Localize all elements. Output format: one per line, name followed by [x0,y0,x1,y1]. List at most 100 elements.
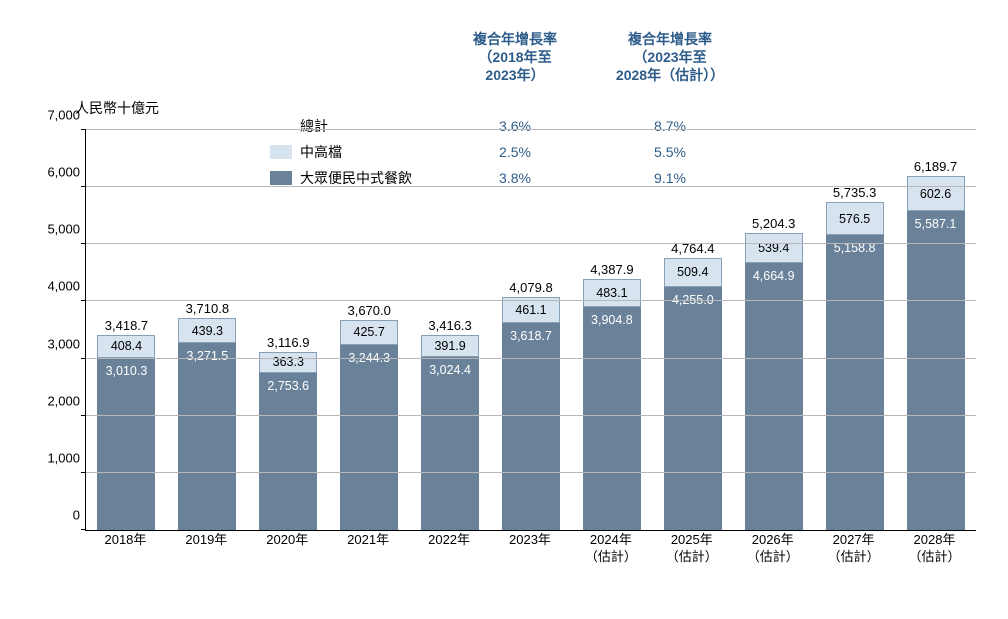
y-tick-label: 2,000 [47,393,80,408]
cagr2-line2: （2023年至 [585,48,755,66]
gridline [86,358,976,359]
x-tick-label: 2021年 [339,532,397,566]
cagr1-line1: 複合年增長率 [445,30,585,48]
bar: 4,764.4509.44,255.0 [664,258,722,530]
x-label-line1: 2022年 [420,532,478,549]
cagr-header-2: 複合年增長率 （2023年至 2028年（估計）） [585,30,755,85]
x-label-line2: （估計） [744,549,802,566]
y-tick-label: 4,000 [47,279,80,294]
bar-total-label: 3,670.0 [347,303,390,318]
bar-total-label: 5,204.3 [752,216,795,231]
y-tick-mark [81,243,86,244]
x-tick-label: 2022年 [420,532,478,566]
x-tick-label: 2024年（估計） [582,532,640,566]
x-label-line1: 2026年 [744,532,802,549]
x-label-line1: 2025年 [663,532,721,549]
bar-total-label: 3,710.8 [186,301,229,316]
bar: 4,079.8461.13,618.7 [502,297,560,530]
cagr1-line2: （2018年至 [445,48,585,66]
y-tick-label: 6,000 [47,165,80,180]
x-label-line2: （估計） [906,549,964,566]
bar-segment-upper: 539.4 [745,233,803,264]
cagr-header-block: 複合年增長率 （2018年至 2023年） 複合年增長率 （2023年至 202… [445,30,755,85]
y-tick-mark [81,186,86,187]
y-tick-mark [81,415,86,416]
x-axis-labels: 2018年2019年2020年2021年2022年2023年2024年（估計）2… [85,532,975,566]
bar-total-label: 6,189.7 [914,159,957,174]
x-label-line1: 2024年 [582,532,640,549]
x-tick-label: 2027年（估計） [825,532,883,566]
cagr-header-1: 複合年增長率 （2018年至 2023年） [445,30,585,85]
bar-segment-lower-label: 4,664.9 [753,269,795,283]
bar-segment-upper-label: 461.1 [515,303,546,317]
bar-segment-upper: 363.3 [259,352,317,373]
x-tick-label: 2026年（估計） [744,532,802,566]
bar-segment-lower: 5,587.1 [907,211,965,530]
gridline [86,129,976,130]
x-label-line2: （估計） [825,549,883,566]
bar: 6,189.7602.65,587.1 [907,176,965,530]
plot-area: 3,418.7 408.4 3,010.3 3,710.8439.33,271.5 3,… [85,130,976,531]
bar-segment-upper: 509.4 [664,258,722,287]
bar-total-label: 3,416.3 [428,318,471,333]
y-tick-label: 3,000 [47,336,80,351]
bar-total-label: 5,735.3 [833,185,876,200]
cagr2-line3: 2028年（估計）） [585,66,755,84]
bar-segment-lower-label: 3,024.4 [429,363,471,377]
gridline [86,300,976,301]
gridline [86,415,976,416]
bar-segment-lower: 4,255.0 [664,287,722,530]
x-tick-label: 2019年 [177,532,235,566]
cagr1-line3: 2023年） [445,66,585,84]
bar-segment-lower: 3,904.8 [583,307,641,530]
y-tick-mark [81,358,86,359]
bar-segment-lower: 3,618.7 [502,323,560,530]
bar-segment-lower: 3,244.3 [340,345,398,530]
bar-segment-upper: 602.6 [907,176,965,210]
x-tick-label: 2020年 [258,532,316,566]
gridline [86,243,976,244]
bar: 3,116.9363.32,753.6 [259,352,317,530]
x-label-line2: （估計） [663,549,721,566]
bar-segment-upper: 391.9 [421,335,479,357]
bar-segment-lower: 5,158.8 [826,235,884,530]
bar-segment-upper-label: 602.6 [920,187,951,201]
bar-total-label: 3,418.7 [105,318,148,333]
bar-segment-upper: 439.3 [178,318,236,343]
bar-segment-upper-label: 483.1 [596,286,627,300]
x-label-line1: 2021年 [339,532,397,549]
bar-segment-lower-label: 3,618.7 [510,329,552,343]
bar-segment-lower-label: 2,753.6 [267,379,309,393]
bar-segment-upper-label: 576.5 [839,212,870,226]
bar: 4,387.9483.13,904.8 [583,279,641,530]
y-tick-label: 1,000 [47,450,80,465]
bar: 3,416.3391.93,024.4 [421,335,479,530]
y-tick-mark [81,300,86,301]
bar-segment-upper-label: 425.7 [354,325,385,339]
y-tick-label: 7,000 [47,108,80,123]
bar-total-label: 3,116.9 [267,335,309,350]
x-label-line2: （估計） [582,549,640,566]
x-label-line1: 2020年 [258,532,316,549]
bar-segment-upper: 408.4 [97,335,155,358]
x-tick-label: 2028年（估計） [906,532,964,566]
bar: 3,670.0425.73,244.3 [340,320,398,530]
bar-segment-upper-label: 391.9 [434,339,465,353]
bar-segment-lower: 3,010.3 [97,358,155,530]
y-tick-mark [81,529,86,530]
bars-container: 3,418.7 408.4 3,010.3 3,710.8439.33,271.5 3,… [86,130,976,530]
bar-segment-upper-label: 408.4 [111,339,142,353]
x-label-line1: 2018年 [96,532,154,549]
y-tick-label: 5,000 [47,222,80,237]
bar: 3,710.8439.33,271.5 [178,318,236,530]
bar-segment-lower: 3,024.4 [421,357,479,530]
bar: 3,418.7408.43,010.3 [97,335,155,530]
bar-segment-lower-label: 3,010.3 [106,364,148,378]
x-label-line1: 2028年 [906,532,964,549]
bar-segment-upper: 483.1 [583,279,641,307]
bar-segment-upper-label: 439.3 [192,324,223,338]
gridline [86,186,976,187]
bar-segment-upper: 425.7 [340,320,398,344]
bar: 5,735.3576.55,158.8 [826,202,884,530]
bar-segment-lower-label: 5,587.1 [915,217,957,231]
